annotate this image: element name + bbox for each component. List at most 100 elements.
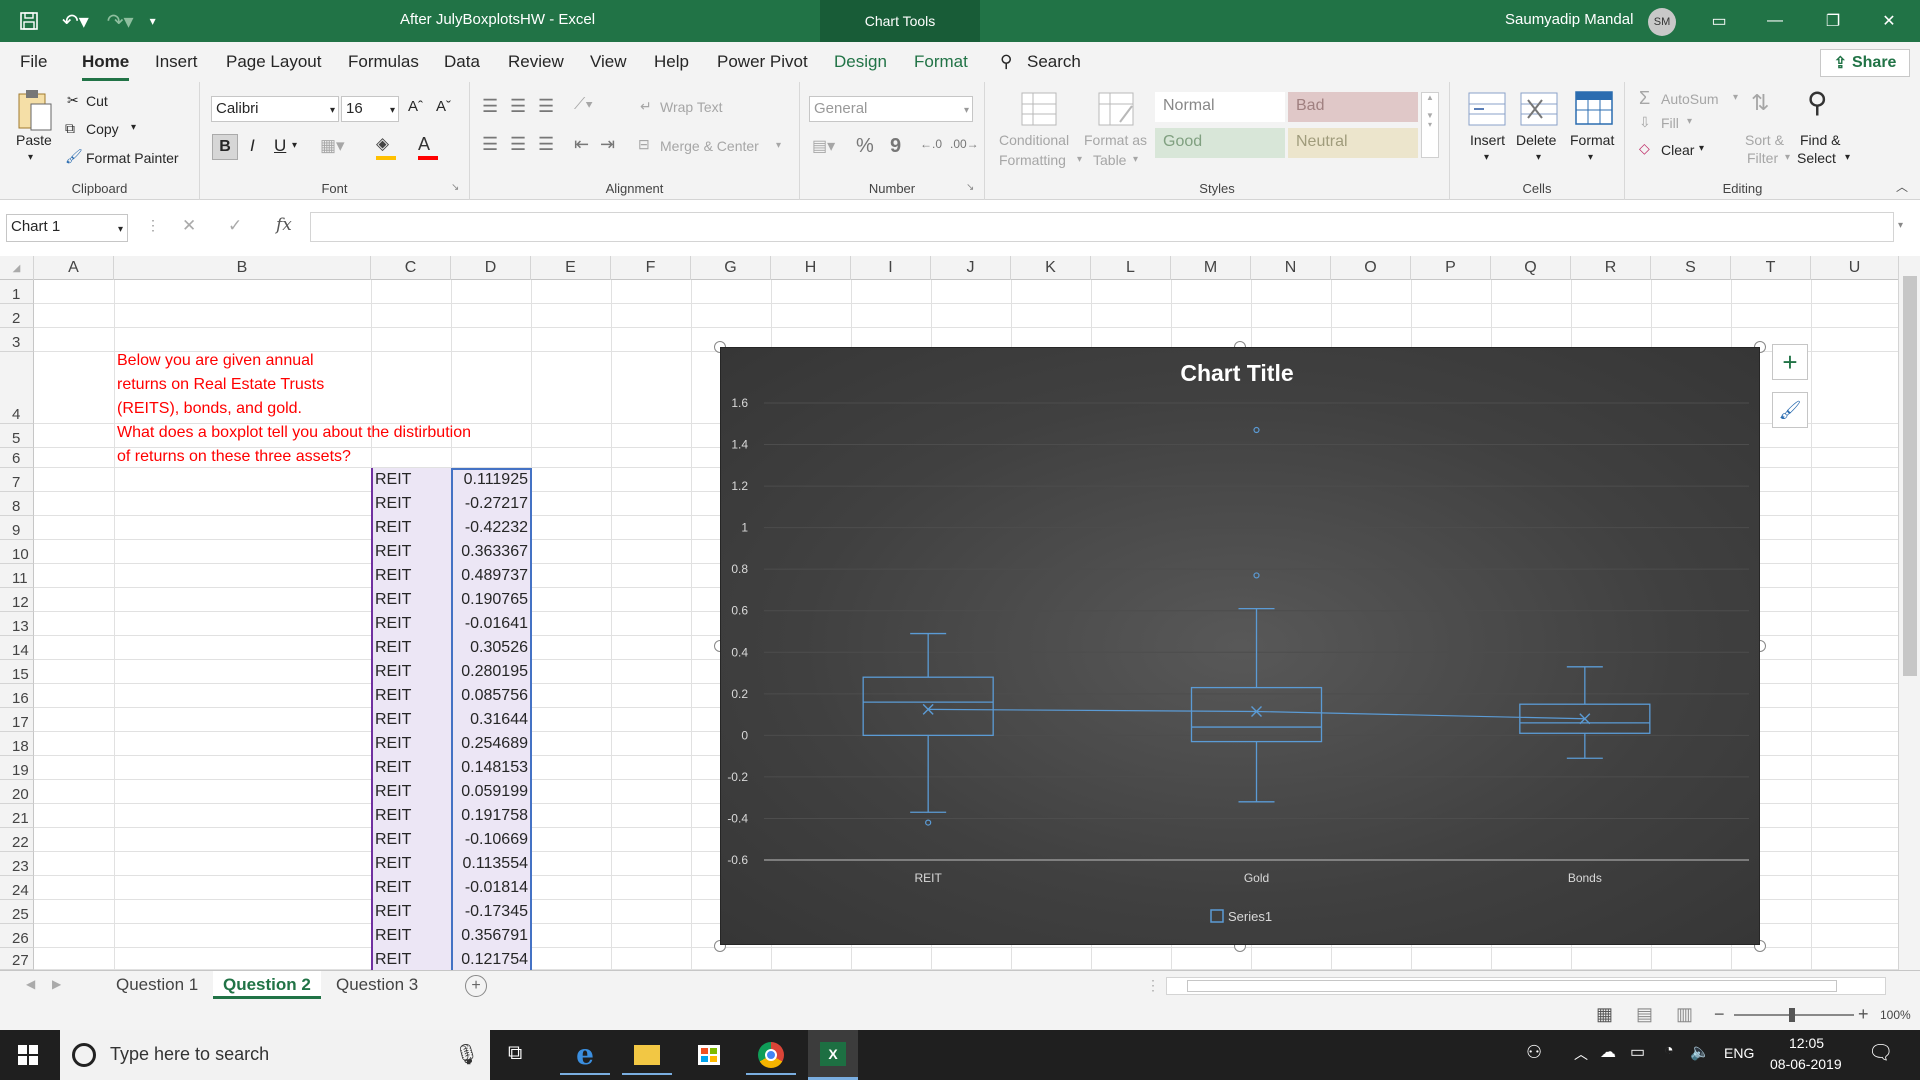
tab-format[interactable]: Format — [914, 52, 968, 71]
zoom-level[interactable]: 100% — [1880, 1008, 1911, 1022]
chart-styles-button[interactable]: 🖌 — [1772, 392, 1808, 428]
font-size-select[interactable]: 16 ▾ — [341, 96, 399, 122]
asset-cell[interactable]: REIT — [375, 927, 412, 944]
instruction-line-5[interactable]: of returns on these three assets? — [117, 448, 351, 465]
customize-qat-icon[interactable]: ▾ — [149, 14, 156, 28]
save-icon[interactable] — [18, 10, 40, 32]
align-right-icon[interactable]: ☰ — [538, 134, 555, 154]
return-cell[interactable]: 0.280195 — [461, 663, 528, 680]
clock-time[interactable]: 12:05 — [1789, 1035, 1825, 1051]
row-header-17[interactable]: 17 — [0, 708, 34, 732]
col-header-m[interactable]: M — [1171, 256, 1251, 280]
return-cell[interactable]: 0.191758 — [461, 807, 528, 824]
user-name[interactable]: Saumyadip Mandal — [1505, 11, 1634, 28]
col-header-k[interactable]: K — [1011, 256, 1091, 280]
middle-align-icon[interactable]: ☰ — [510, 96, 527, 116]
font-name-select[interactable]: Calibri ▾ — [211, 96, 339, 122]
share-button[interactable]: ⇪ Share — [1820, 49, 1910, 77]
accounting-icon[interactable]: ▤▾ — [812, 138, 836, 155]
style-normal[interactable]: Normal — [1155, 92, 1285, 122]
align-center-icon[interactable]: ☰ — [510, 134, 527, 154]
top-align-icon[interactable]: ☰ — [482, 96, 499, 116]
vertical-scroll-thumb[interactable] — [1903, 276, 1917, 676]
fill-button[interactable]: Fill — [1661, 115, 1679, 131]
merge-center-button[interactable]: Merge & Center — [660, 138, 759, 154]
delete-dropdown-icon[interactable]: ▾ — [1536, 152, 1542, 163]
row-header-15[interactable]: 15 — [0, 660, 34, 684]
col-header-d[interactable]: D — [451, 256, 531, 280]
return-cell[interactable]: 0.254689 — [461, 735, 528, 752]
row-header-9[interactable]: 9 — [0, 516, 34, 540]
asset-cell[interactable]: REIT — [375, 639, 412, 656]
select-all-corner[interactable]: ◢ — [0, 256, 34, 280]
zoom-out-icon[interactable]: − — [1714, 1004, 1725, 1024]
tab-help[interactable]: Help — [654, 52, 689, 71]
cancel-icon[interactable]: ✕ — [182, 216, 197, 235]
tell-me-search[interactable]: Search — [1027, 52, 1081, 71]
asset-cell[interactable]: REIT — [375, 783, 412, 800]
row-header-13[interactable]: 13 — [0, 612, 34, 636]
asset-cell[interactable]: REIT — [375, 663, 412, 680]
microphone-icon[interactable]: 🎙 — [454, 1044, 480, 1066]
sheet-tab-question-3[interactable]: Question 3 — [336, 975, 419, 994]
row-header-27[interactable]: 27 — [0, 948, 34, 970]
col-header-i[interactable]: I — [851, 256, 931, 280]
asset-cell[interactable]: REIT — [375, 855, 412, 872]
return-cell[interactable]: 0.085756 — [461, 687, 528, 704]
percent-button[interactable]: % — [856, 135, 874, 157]
row-header-4[interactable]: 4 — [0, 352, 34, 424]
asset-cell[interactable]: REIT — [375, 687, 412, 704]
asset-cell[interactable]: REIT — [375, 615, 412, 632]
return-cell[interactable]: 0.148153 — [461, 759, 528, 776]
close-icon[interactable]: ✕ — [1882, 13, 1896, 30]
comma-button[interactable]: 9 — [890, 135, 902, 157]
col-header-q[interactable]: Q — [1491, 256, 1571, 280]
paste-dropdown-icon[interactable]: ▾ — [28, 152, 34, 163]
return-cell[interactable]: -0.01641 — [464, 615, 528, 632]
return-cell[interactable]: 0.113554 — [462, 855, 528, 872]
excel-taskbar-icon[interactable]: X — [808, 1030, 858, 1080]
return-cell[interactable]: 0.190765 — [461, 591, 528, 608]
tab-view[interactable]: View — [590, 52, 627, 71]
format-cells-button[interactable]: Format — [1570, 132, 1615, 148]
col-header-b[interactable]: B — [114, 256, 371, 280]
col-header-c[interactable]: C — [371, 256, 451, 280]
return-cell[interactable]: 0.363367 — [461, 543, 528, 560]
styles-gallery-scroll[interactable]: ▲ ▼ ▾ — [1421, 92, 1439, 158]
asset-cell[interactable]: REIT — [375, 831, 412, 848]
row-header-18[interactable]: 18 — [0, 732, 34, 756]
add-sheet-button[interactable]: + — [465, 975, 487, 997]
ribbon-display-icon[interactable]: ▭ — [1711, 13, 1727, 30]
volume-icon[interactable]: 🔈 — [1690, 1044, 1710, 1061]
restore-icon[interactable]: ❐ — [1825, 13, 1841, 30]
expand-formula-icon[interactable]: ▾ — [1898, 220, 1904, 231]
asset-cell[interactable]: REIT — [375, 567, 412, 584]
asset-cell[interactable]: REIT — [375, 879, 412, 896]
autosum-button[interactable]: AutoSum — [1661, 91, 1719, 107]
fill-dropdown-icon[interactable]: ▾ — [1687, 116, 1693, 127]
asset-cell[interactable]: REIT — [375, 519, 412, 536]
horizontal-scroll-thumb[interactable] — [1187, 980, 1837, 992]
col-header-t[interactable]: T — [1731, 256, 1811, 280]
tab-formulas[interactable]: Formulas — [348, 52, 419, 71]
asset-cell[interactable]: REIT — [375, 735, 412, 752]
col-header-j[interactable]: J — [931, 256, 1011, 280]
row-header-7[interactable]: 7 — [0, 468, 34, 492]
col-header-s[interactable]: S — [1651, 256, 1731, 280]
row-header-25[interactable]: 25 — [0, 900, 34, 924]
format-as-table-button[interactable]: Format as — [1084, 132, 1148, 148]
row-header-1[interactable]: 1 — [0, 280, 34, 304]
row-header-26[interactable]: 26 — [0, 924, 34, 948]
asset-cell[interactable]: REIT — [375, 591, 412, 608]
align-left-icon[interactable]: ☰ — [482, 134, 499, 154]
row-header-23[interactable]: 23 — [0, 852, 34, 876]
row-header-2[interactable]: 2 — [0, 304, 34, 328]
asset-cell[interactable]: REIT — [375, 543, 412, 560]
row-header-5[interactable]: 5 — [0, 424, 34, 448]
decrease-decimal-icon[interactable]: .00→ — [950, 137, 979, 151]
return-cell[interactable]: 0.111925 — [463, 471, 528, 488]
undo-icon[interactable]: ↶▾ — [62, 10, 89, 33]
underline-dropdown-icon[interactable]: ▾ — [292, 140, 298, 151]
merge-dropdown-icon[interactable]: ▾ — [776, 140, 782, 151]
return-cell[interactable]: -0.01814 — [464, 879, 528, 896]
